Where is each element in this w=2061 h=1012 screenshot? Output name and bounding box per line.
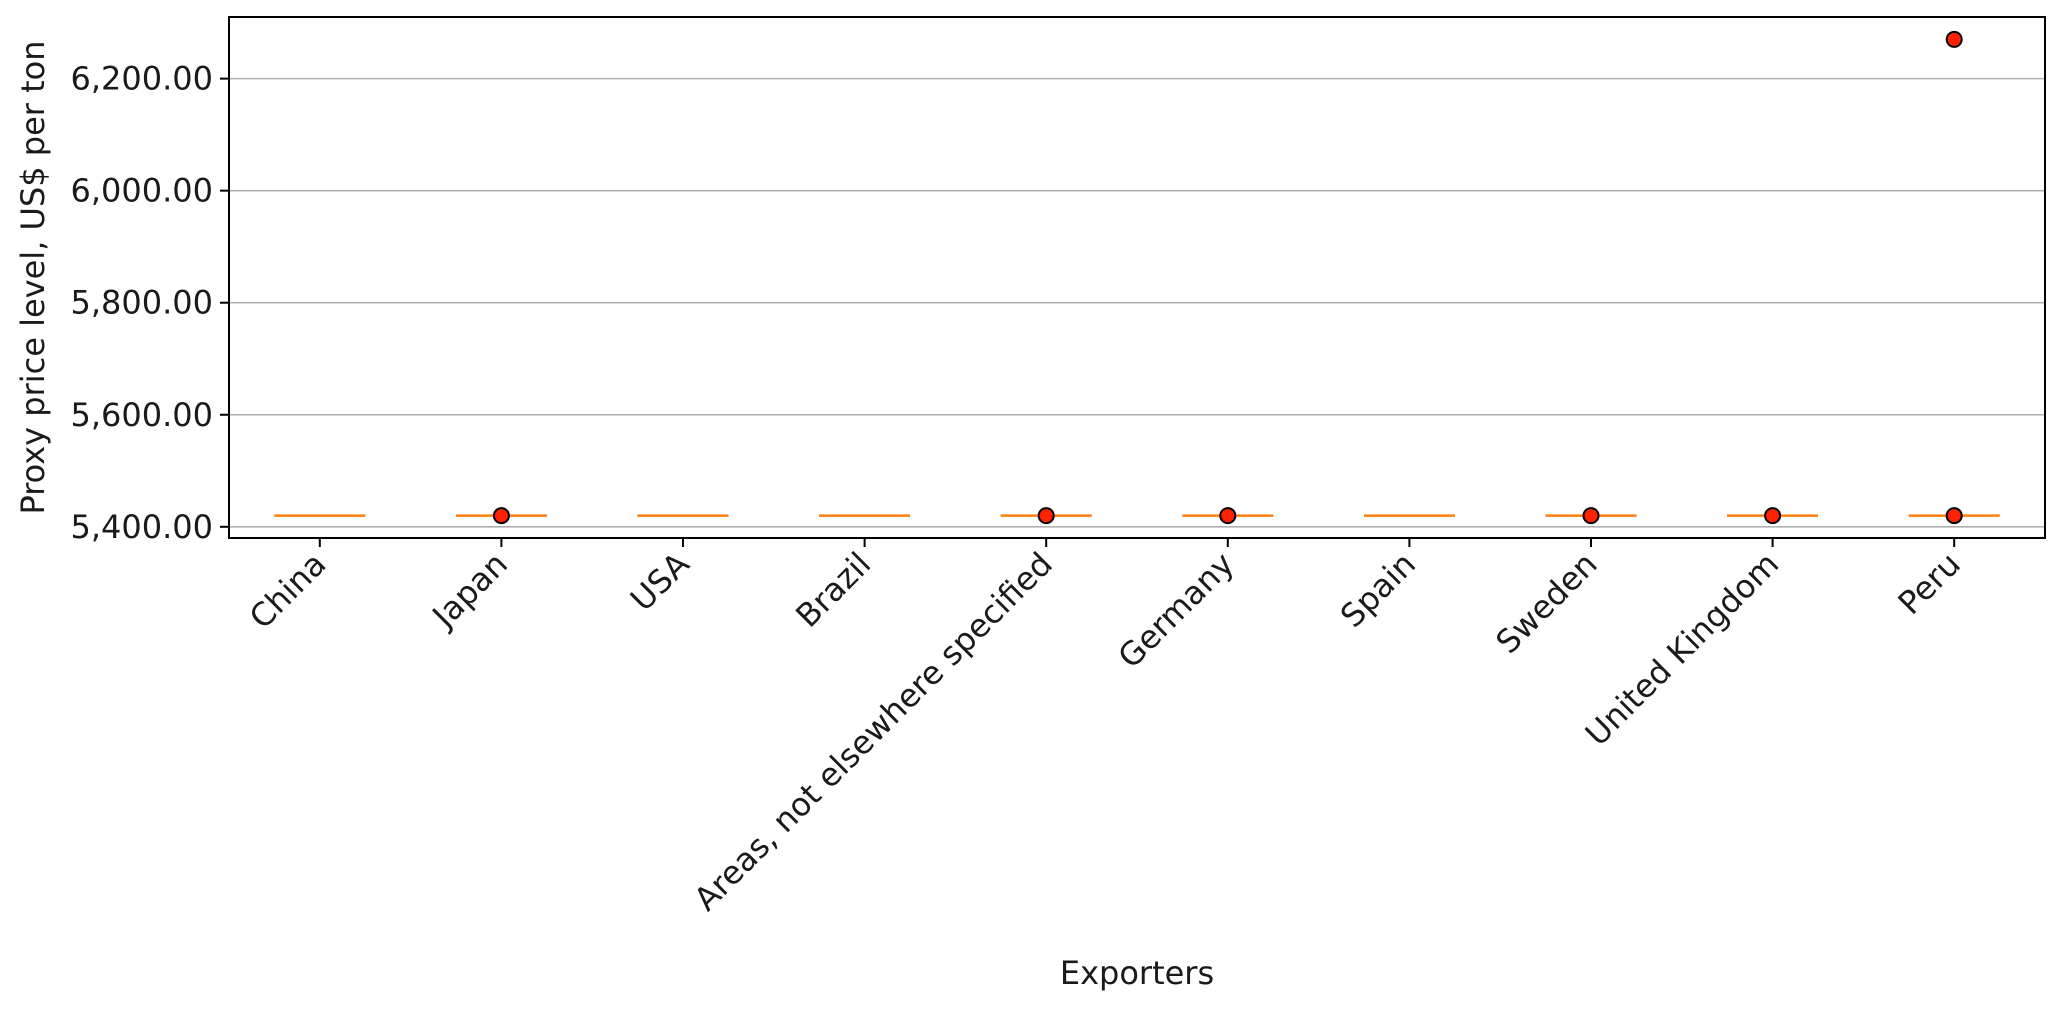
y-axis-title: Proxy price level, US$ per ton xyxy=(14,40,52,514)
x-tick-label: China xyxy=(242,545,334,637)
x-tick-label: Peru xyxy=(1891,545,1968,622)
outliers-layer xyxy=(492,30,1963,525)
outlier-point xyxy=(1219,507,1237,525)
plot-area-frame xyxy=(228,16,2046,539)
y-tick-label: 5,600.00 xyxy=(71,396,214,434)
x-tick-label: Spain xyxy=(1333,545,1423,635)
x-tick-label: Sweden xyxy=(1488,545,1604,661)
outlier-point xyxy=(1037,507,1055,525)
y-tick-label: 6,200.00 xyxy=(71,60,214,98)
outlier-point xyxy=(1945,30,1963,48)
y-tick-label: 5,400.00 xyxy=(71,508,214,546)
x-tick-label: Japan xyxy=(424,545,515,636)
outlier-point xyxy=(1764,507,1782,525)
y-tick-label: 6,000.00 xyxy=(71,172,214,210)
y-axis-ticks: 5,400.00 5,600.00 5,800.00 6,000.00 6,200.00 xyxy=(71,60,229,546)
x-tick-label: United Kingdom xyxy=(1578,545,1786,753)
y-tick-label: 5,800.00 xyxy=(71,284,214,322)
grid-lines xyxy=(229,77,2045,528)
x-tick-label: Areas, not elsewhere specified xyxy=(687,545,1060,918)
x-axis-title: Exporters xyxy=(1060,954,1214,992)
outlier-point xyxy=(1945,507,1963,525)
x-tick-label: Brazil xyxy=(788,545,878,635)
x-tick-label: USA xyxy=(623,545,697,619)
outlier-point xyxy=(1582,507,1600,525)
outlier-point xyxy=(492,507,510,525)
x-tick-label: Germany xyxy=(1111,545,1242,676)
